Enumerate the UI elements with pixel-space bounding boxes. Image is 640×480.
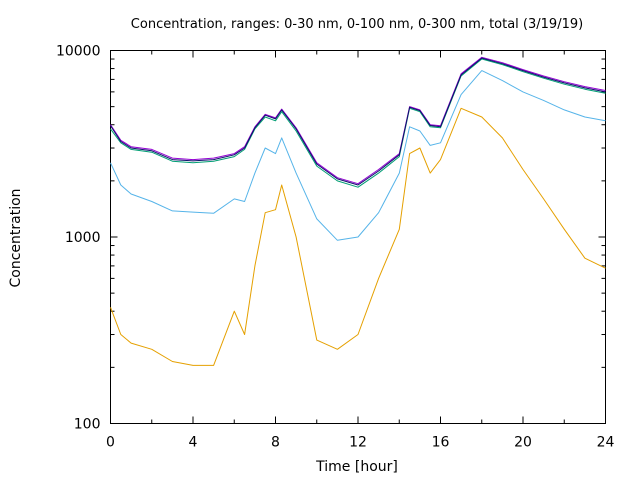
- series-line-5: [110, 57, 606, 186]
- series-line-3: [110, 58, 606, 188]
- series-line-2: [110, 70, 606, 241]
- chart-title: Concentration, ranges: 0-30 nm, 0-100 nm…: [131, 17, 583, 32]
- x-tick-label: 8: [271, 435, 280, 451]
- y-tick-label: 10000: [56, 44, 101, 60]
- y-tick-label: 100: [74, 417, 101, 433]
- series-lines: [110, 56, 606, 366]
- x-tick-label: 24: [597, 435, 615, 451]
- x-axis-label: Time [hour]: [315, 459, 398, 475]
- x-tick-label: 20: [514, 435, 532, 451]
- x-tick-label: 16: [432, 435, 450, 451]
- x-tick-label: 0: [106, 435, 115, 451]
- series-line-1: [110, 107, 606, 366]
- x-tick-label: 12: [349, 435, 367, 451]
- axis-ticks: 0 4 8 12 16 20 24 100 1000 10000: [56, 44, 615, 451]
- x-tick-label: 4: [189, 435, 198, 451]
- y-tick-label: 1000: [65, 230, 101, 246]
- y-axis-label: Concentration: [8, 188, 24, 287]
- series-line-4: [110, 56, 606, 185]
